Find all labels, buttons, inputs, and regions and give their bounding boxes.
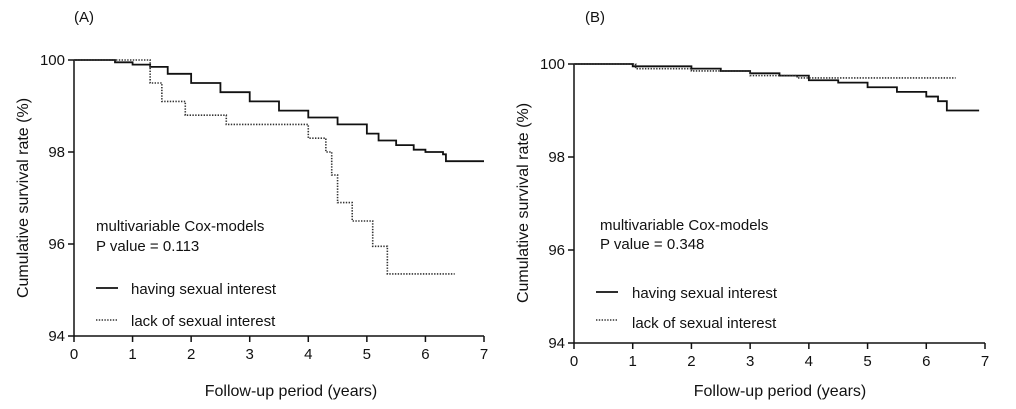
y-axis-label: Cumulative survival rate (%): [15, 98, 32, 298]
y-tick-label: 98: [48, 144, 65, 161]
x-axis-ticks: 0 1 2 3 4 5 6 7: [70, 336, 488, 363]
x-tick-label: 5: [863, 353, 871, 370]
panel-label: (B): [585, 9, 605, 26]
x-tick-label: 7: [981, 353, 989, 370]
annotation-p-value: P value = 0.348: [600, 236, 704, 253]
x-tick-label: 5: [363, 346, 371, 363]
y-axis-ticks: 94 96 98 100: [540, 56, 574, 352]
x-tick-label: 1: [128, 346, 136, 363]
legend: having sexual interest lack of sexual in…: [96, 281, 277, 330]
series-line-having-sexual-interest: [74, 59, 484, 163]
x-tick-label: 1: [629, 353, 637, 370]
x-tick-label: 6: [922, 353, 930, 370]
x-tick-label: 2: [687, 353, 695, 370]
y-tick-label: 96: [548, 242, 565, 259]
panel-label: (A): [74, 9, 94, 26]
y-axis-label: Cumulative survival rate (%): [515, 103, 532, 303]
y-axis-ticks: 94 96 98 100: [40, 52, 74, 345]
x-tick-label: 6: [421, 346, 429, 363]
y-tick-label: 94: [548, 335, 565, 352]
x-axis-label: Follow-up period (years): [694, 383, 867, 400]
series-line-lack-of-sexual-interest: [574, 63, 956, 79]
x-axis-ticks: 0 1 2 3 4 5 6 7: [570, 343, 989, 370]
x-tick-label: 3: [246, 346, 254, 363]
legend: having sexual interest lack of sexual in…: [596, 285, 778, 332]
legend-label: having sexual interest: [131, 281, 277, 298]
series-group: [74, 59, 484, 275]
y-tick-label: 100: [540, 56, 565, 73]
series-line-having-sexual-interest: [574, 63, 980, 112]
series-line-lack-of-sexual-interest: [74, 59, 455, 275]
x-tick-label: 4: [805, 353, 813, 370]
x-tick-label: 4: [304, 346, 312, 363]
y-tick-label: 100: [40, 52, 65, 69]
annotation-model: multivariable Cox-models: [600, 217, 768, 234]
legend-label: lack of sexual interest: [632, 315, 777, 332]
x-tick-label: 3: [746, 353, 754, 370]
y-tick-label: 94: [48, 328, 65, 345]
x-tick-label: 7: [480, 346, 488, 363]
annotation-model: multivariable Cox-models: [96, 218, 264, 235]
legend-label: having sexual interest: [632, 285, 778, 302]
y-tick-label: 96: [48, 236, 65, 253]
x-axis-label: Follow-up period (years): [205, 383, 378, 400]
panel-b: (B) 94 96 98 100 0 1 2 3 4 5 6 7 Cumulative surviv…: [515, 9, 989, 400]
x-tick-label: 2: [187, 346, 195, 363]
series-group: [574, 63, 980, 112]
y-tick-label: 98: [548, 149, 565, 166]
legend-label: lack of sexual interest: [131, 313, 276, 330]
x-tick-label: 0: [570, 353, 578, 370]
x-tick-label: 0: [70, 346, 78, 363]
annotation-p-value: P value = 0.113: [96, 238, 199, 255]
panel-a: (A) 94 96 98 100 0 1 2 3 4 5 6 7 Cumulative surviv…: [15, 9, 488, 400]
